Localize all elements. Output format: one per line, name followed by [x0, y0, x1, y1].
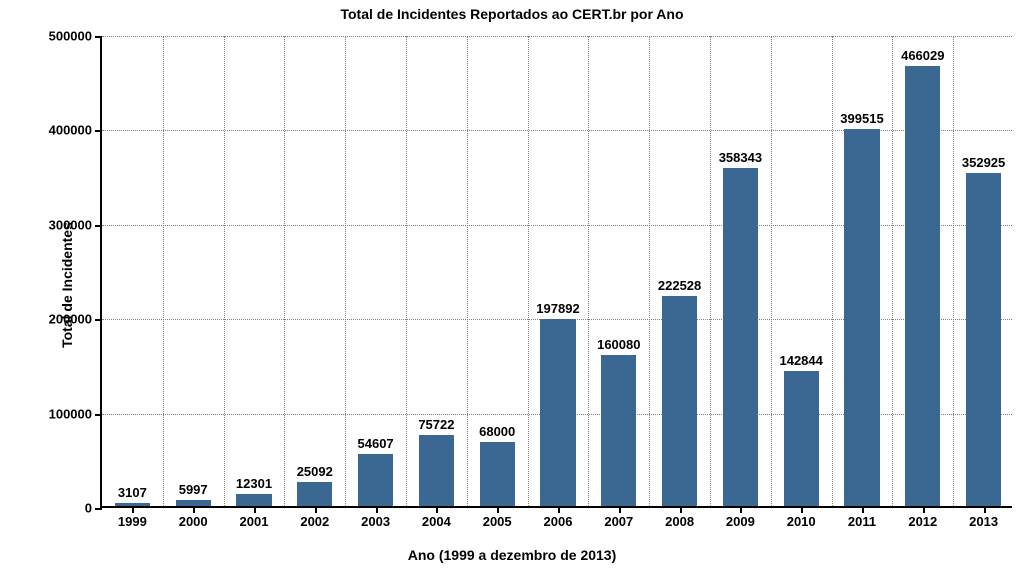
gridline-v [345, 36, 346, 506]
xtick-label: 2006 [544, 506, 573, 529]
chart-container: Total de Incidentes Reportados ao CERT.b… [0, 0, 1024, 569]
xtick-label: 1999 [118, 506, 147, 529]
xtick-label: 2011 [848, 506, 876, 529]
bar-value-label: 222528 [658, 278, 701, 296]
bar-value-label: 142844 [779, 353, 822, 371]
bar-value-label: 3107 [118, 485, 147, 503]
bar-value-label: 75722 [418, 417, 454, 435]
bar: 68000 [480, 442, 515, 506]
xtick-label: 2000 [179, 506, 208, 529]
bar-value-label: 25092 [297, 464, 333, 482]
bar: 75722 [419, 435, 454, 506]
ytick-label: 400000 [49, 123, 102, 138]
bar: 222528 [662, 296, 697, 506]
bar-value-label: 466029 [901, 48, 944, 66]
xtick-label: 2002 [300, 506, 329, 529]
bar: 25092 [297, 482, 332, 506]
ytick-label: 300000 [49, 217, 102, 232]
gridline-v [284, 36, 285, 506]
gridline-v [710, 36, 711, 506]
bar: 54607 [358, 454, 393, 506]
bar: 142844 [784, 371, 819, 506]
xtick-label: 2005 [483, 506, 512, 529]
gridline-v [163, 36, 164, 506]
plot-area: 0100000200000300000400000500000199931072… [100, 36, 1012, 508]
xtick-label: 2008 [665, 506, 694, 529]
gridline-v [832, 36, 833, 506]
xtick-label: 2012 [908, 506, 937, 529]
xtick-label: 2007 [604, 506, 633, 529]
xtick-label: 2004 [422, 506, 451, 529]
gridline-v [892, 36, 893, 506]
bar-value-label: 160080 [597, 337, 640, 355]
ytick-label: 200000 [49, 312, 102, 327]
gridline-v [224, 36, 225, 506]
bar-value-label: 54607 [358, 436, 394, 454]
gridline-v [953, 36, 954, 506]
bar-value-label: 358343 [719, 150, 762, 168]
gridline-v [528, 36, 529, 506]
ytick-label: 100000 [49, 406, 102, 421]
bar: 352925 [966, 173, 1001, 506]
bar-value-label: 197892 [536, 301, 579, 319]
xtick-label: 2003 [361, 506, 390, 529]
xtick-label: 2009 [726, 506, 755, 529]
chart-title: Total de Incidentes Reportados ao CERT.b… [0, 6, 1024, 22]
bar: 12301 [236, 494, 271, 506]
bar: 358343 [723, 168, 758, 506]
bar-value-label: 12301 [236, 476, 272, 494]
y-axis-label: Total de Incidentes [59, 222, 75, 348]
ytick-label: 0 [85, 501, 102, 516]
bar-value-label: 352925 [962, 155, 1005, 173]
gridline-h [102, 36, 1012, 37]
gridline-v [771, 36, 772, 506]
bar: 399515 [844, 129, 879, 506]
bar-value-label: 68000 [479, 424, 515, 442]
bar: 197892 [540, 319, 575, 506]
bar-value-label: 5997 [179, 482, 208, 500]
bar-value-label: 399515 [840, 111, 883, 129]
xtick-label: 2013 [969, 506, 998, 529]
gridline-v [649, 36, 650, 506]
bar: 160080 [601, 355, 636, 506]
gridline-v [467, 36, 468, 506]
bar: 466029 [905, 66, 940, 506]
xtick-label: 2010 [787, 506, 816, 529]
ytick-label: 500000 [49, 29, 102, 44]
gridline-v [588, 36, 589, 506]
x-axis-label: Ano (1999 a dezembro de 2013) [0, 547, 1024, 563]
gridline-v [406, 36, 407, 506]
xtick-label: 2001 [240, 506, 269, 529]
bar: 3107 [115, 503, 150, 506]
bar: 5997 [176, 500, 211, 506]
